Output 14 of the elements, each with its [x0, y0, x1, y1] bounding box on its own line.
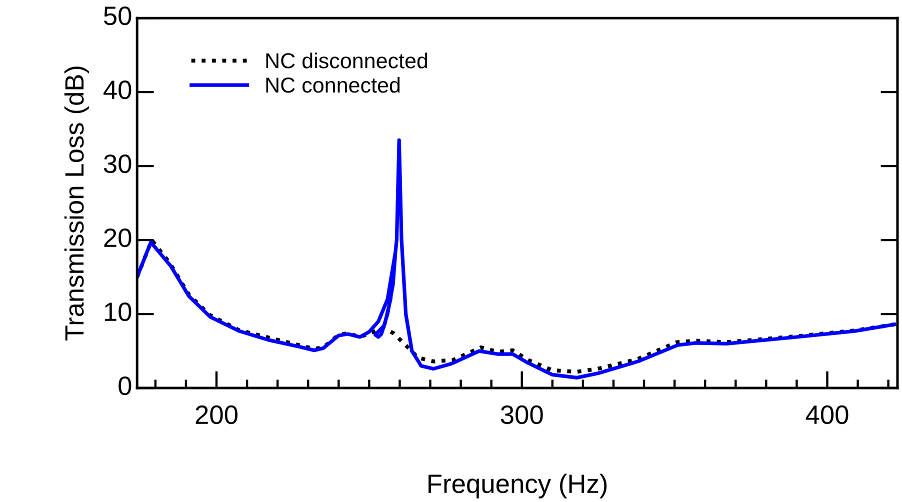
x-tick-label: 300: [500, 405, 543, 424]
y-axis-title: Transmission Loss (dB): [64, 66, 89, 341]
y-tick-label: 0: [118, 376, 132, 396]
x-axis-title: Frequency (Hz): [428, 474, 607, 498]
y-tick-label: 30: [104, 154, 132, 174]
x-tick-label: 200: [196, 405, 238, 424]
y-tick-label: 10: [104, 302, 132, 322]
legend-label: NC connected: [266, 76, 400, 93]
legend-label: NC disconnected: [266, 52, 428, 68]
line-series: [137, 138, 896, 380]
y-tick-label: 20: [104, 228, 132, 248]
y-tick-label: 50: [104, 6, 132, 26]
y-tick-label: 40: [104, 80, 132, 100]
x-tick-label: 400: [806, 405, 848, 424]
